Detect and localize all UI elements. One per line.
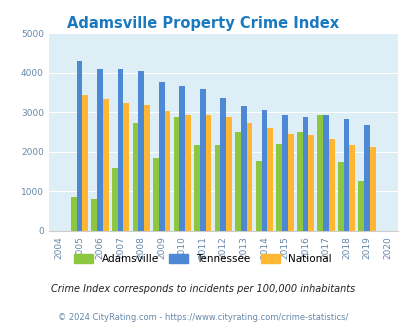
Bar [82, 95, 88, 231]
Bar [369, 147, 375, 231]
Bar [220, 98, 226, 231]
Bar [261, 110, 266, 231]
Bar [97, 69, 103, 231]
Bar [266, 128, 272, 231]
Legend: Adamsville, Tennessee, National: Adamsville, Tennessee, National [70, 249, 335, 268]
Bar [281, 115, 287, 231]
Bar [173, 117, 179, 231]
Bar [158, 82, 164, 231]
Bar [194, 145, 199, 231]
Bar [226, 117, 231, 231]
Bar [349, 146, 354, 231]
Bar [241, 106, 246, 231]
Bar [77, 61, 82, 231]
Bar [307, 135, 313, 231]
Text: © 2024 CityRating.com - https://www.cityrating.com/crime-statistics/: © 2024 CityRating.com - https://www.city… [58, 313, 347, 322]
Bar [164, 111, 170, 231]
Bar [112, 168, 117, 231]
Bar [91, 199, 97, 231]
Bar [144, 105, 149, 231]
Bar [255, 161, 261, 231]
Bar [103, 99, 109, 231]
Bar [287, 134, 293, 231]
Bar [205, 115, 211, 231]
Bar [343, 119, 349, 231]
Bar [358, 181, 363, 231]
Text: Crime Index corresponds to incidents per 100,000 inhabitants: Crime Index corresponds to incidents per… [51, 284, 354, 294]
Bar [179, 86, 185, 231]
Bar [117, 69, 123, 231]
Bar [296, 132, 302, 231]
Bar [328, 139, 334, 231]
Bar [71, 197, 77, 231]
Bar [185, 115, 190, 231]
Bar [214, 145, 220, 231]
Bar [317, 115, 322, 231]
Bar [276, 144, 281, 231]
Bar [199, 89, 205, 231]
Bar [363, 125, 369, 231]
Bar [302, 117, 307, 231]
Bar [123, 103, 129, 231]
Bar [234, 132, 241, 231]
Bar [132, 123, 138, 231]
Bar [322, 115, 328, 231]
Bar [138, 71, 144, 231]
Bar [246, 123, 252, 231]
Bar [153, 158, 158, 231]
Bar [337, 162, 343, 231]
Text: Adamsville Property Crime Index: Adamsville Property Crime Index [67, 16, 338, 31]
